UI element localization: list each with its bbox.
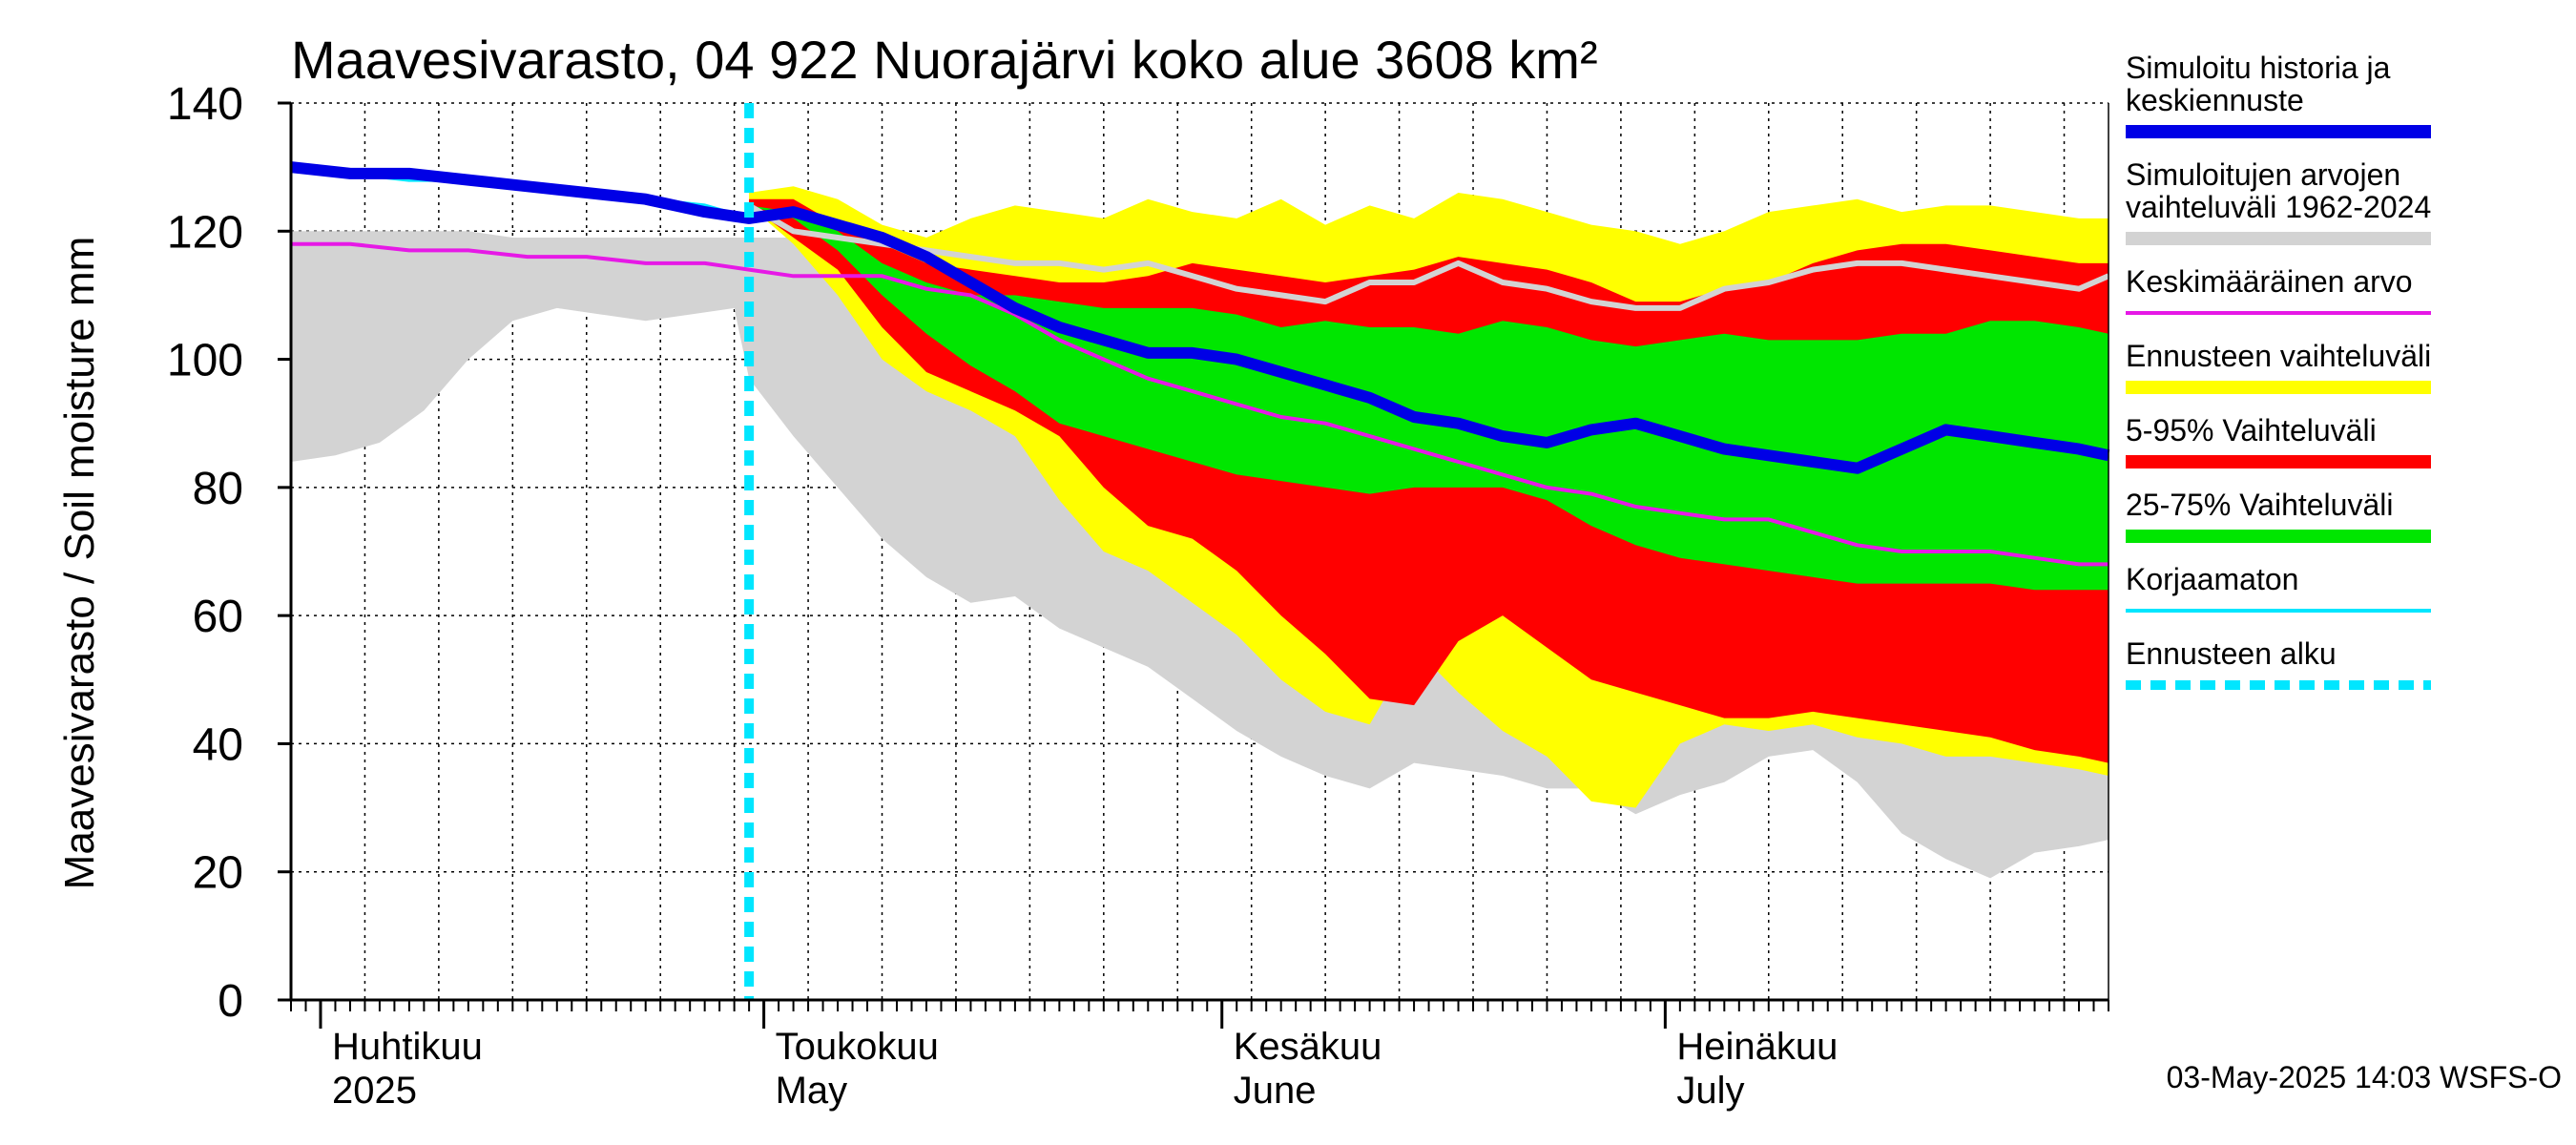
legend-label: 25-75% Vaihteluväli	[2126, 488, 2393, 522]
x-month-sublabel: May	[776, 1070, 848, 1112]
legend-label: Ennusteen alku	[2126, 636, 2337, 671]
footer-timestamp: 03-May-2025 14:03 WSFS-O	[2167, 1060, 2562, 1094]
p25-75-range-area	[749, 205, 2109, 591]
legend-label: Ennusteen vaihteluväli	[2126, 339, 2431, 373]
y-tick-label: 140	[167, 79, 243, 130]
x-month-sublabel: June	[1234, 1070, 1317, 1112]
legend-label: Keskimääräinen arvo	[2126, 264, 2413, 299]
x-month-label: Huhtikuu	[332, 1026, 483, 1068]
axes	[289, 103, 2109, 1011]
legend-label: Simuloitu historia ja	[2126, 51, 2391, 85]
legend-label: vaihteluväli 1962-2024	[2126, 190, 2431, 224]
x-month-sublabel: July	[1676, 1070, 1744, 1112]
y-tick-label: 100	[167, 336, 243, 386]
y-tick-label: 60	[193, 592, 243, 642]
legend-label: Korjaamaton	[2126, 562, 2298, 596]
x-month-sublabel: 2025	[332, 1070, 417, 1112]
mean-line	[291, 241, 2109, 567]
y-tick-label: 40	[193, 719, 243, 770]
y-tick-label: 80	[193, 464, 243, 514]
legend-label: 5-95% Vaihteluväli	[2126, 413, 2377, 448]
x-month-label: Kesäkuu	[1234, 1026, 1382, 1068]
legend-label: keskiennuste	[2126, 83, 2304, 117]
simulated-median-line	[290, 161, 2110, 474]
y-axis-title: Maavesivarasto / Soil moisture mm	[56, 237, 103, 890]
history-median-line	[747, 202, 2110, 311]
series-lines	[290, 103, 2110, 1000]
chart-title: Maavesivarasto, 04 922 Nuorajärvi koko a…	[291, 30, 1598, 90]
x-month-label: Heinäkuu	[1676, 1026, 1838, 1068]
x-month-label: Toukokuu	[776, 1026, 939, 1068]
y-tick-label: 20	[193, 848, 243, 899]
y-tick-label: 0	[218, 976, 243, 1027]
y-tick-label: 120	[167, 207, 243, 258]
y-tick-labels: 0 20 40 60 80 100 120 140	[167, 79, 291, 1027]
legend-label: Simuloitujen arvojen	[2126, 157, 2400, 192]
